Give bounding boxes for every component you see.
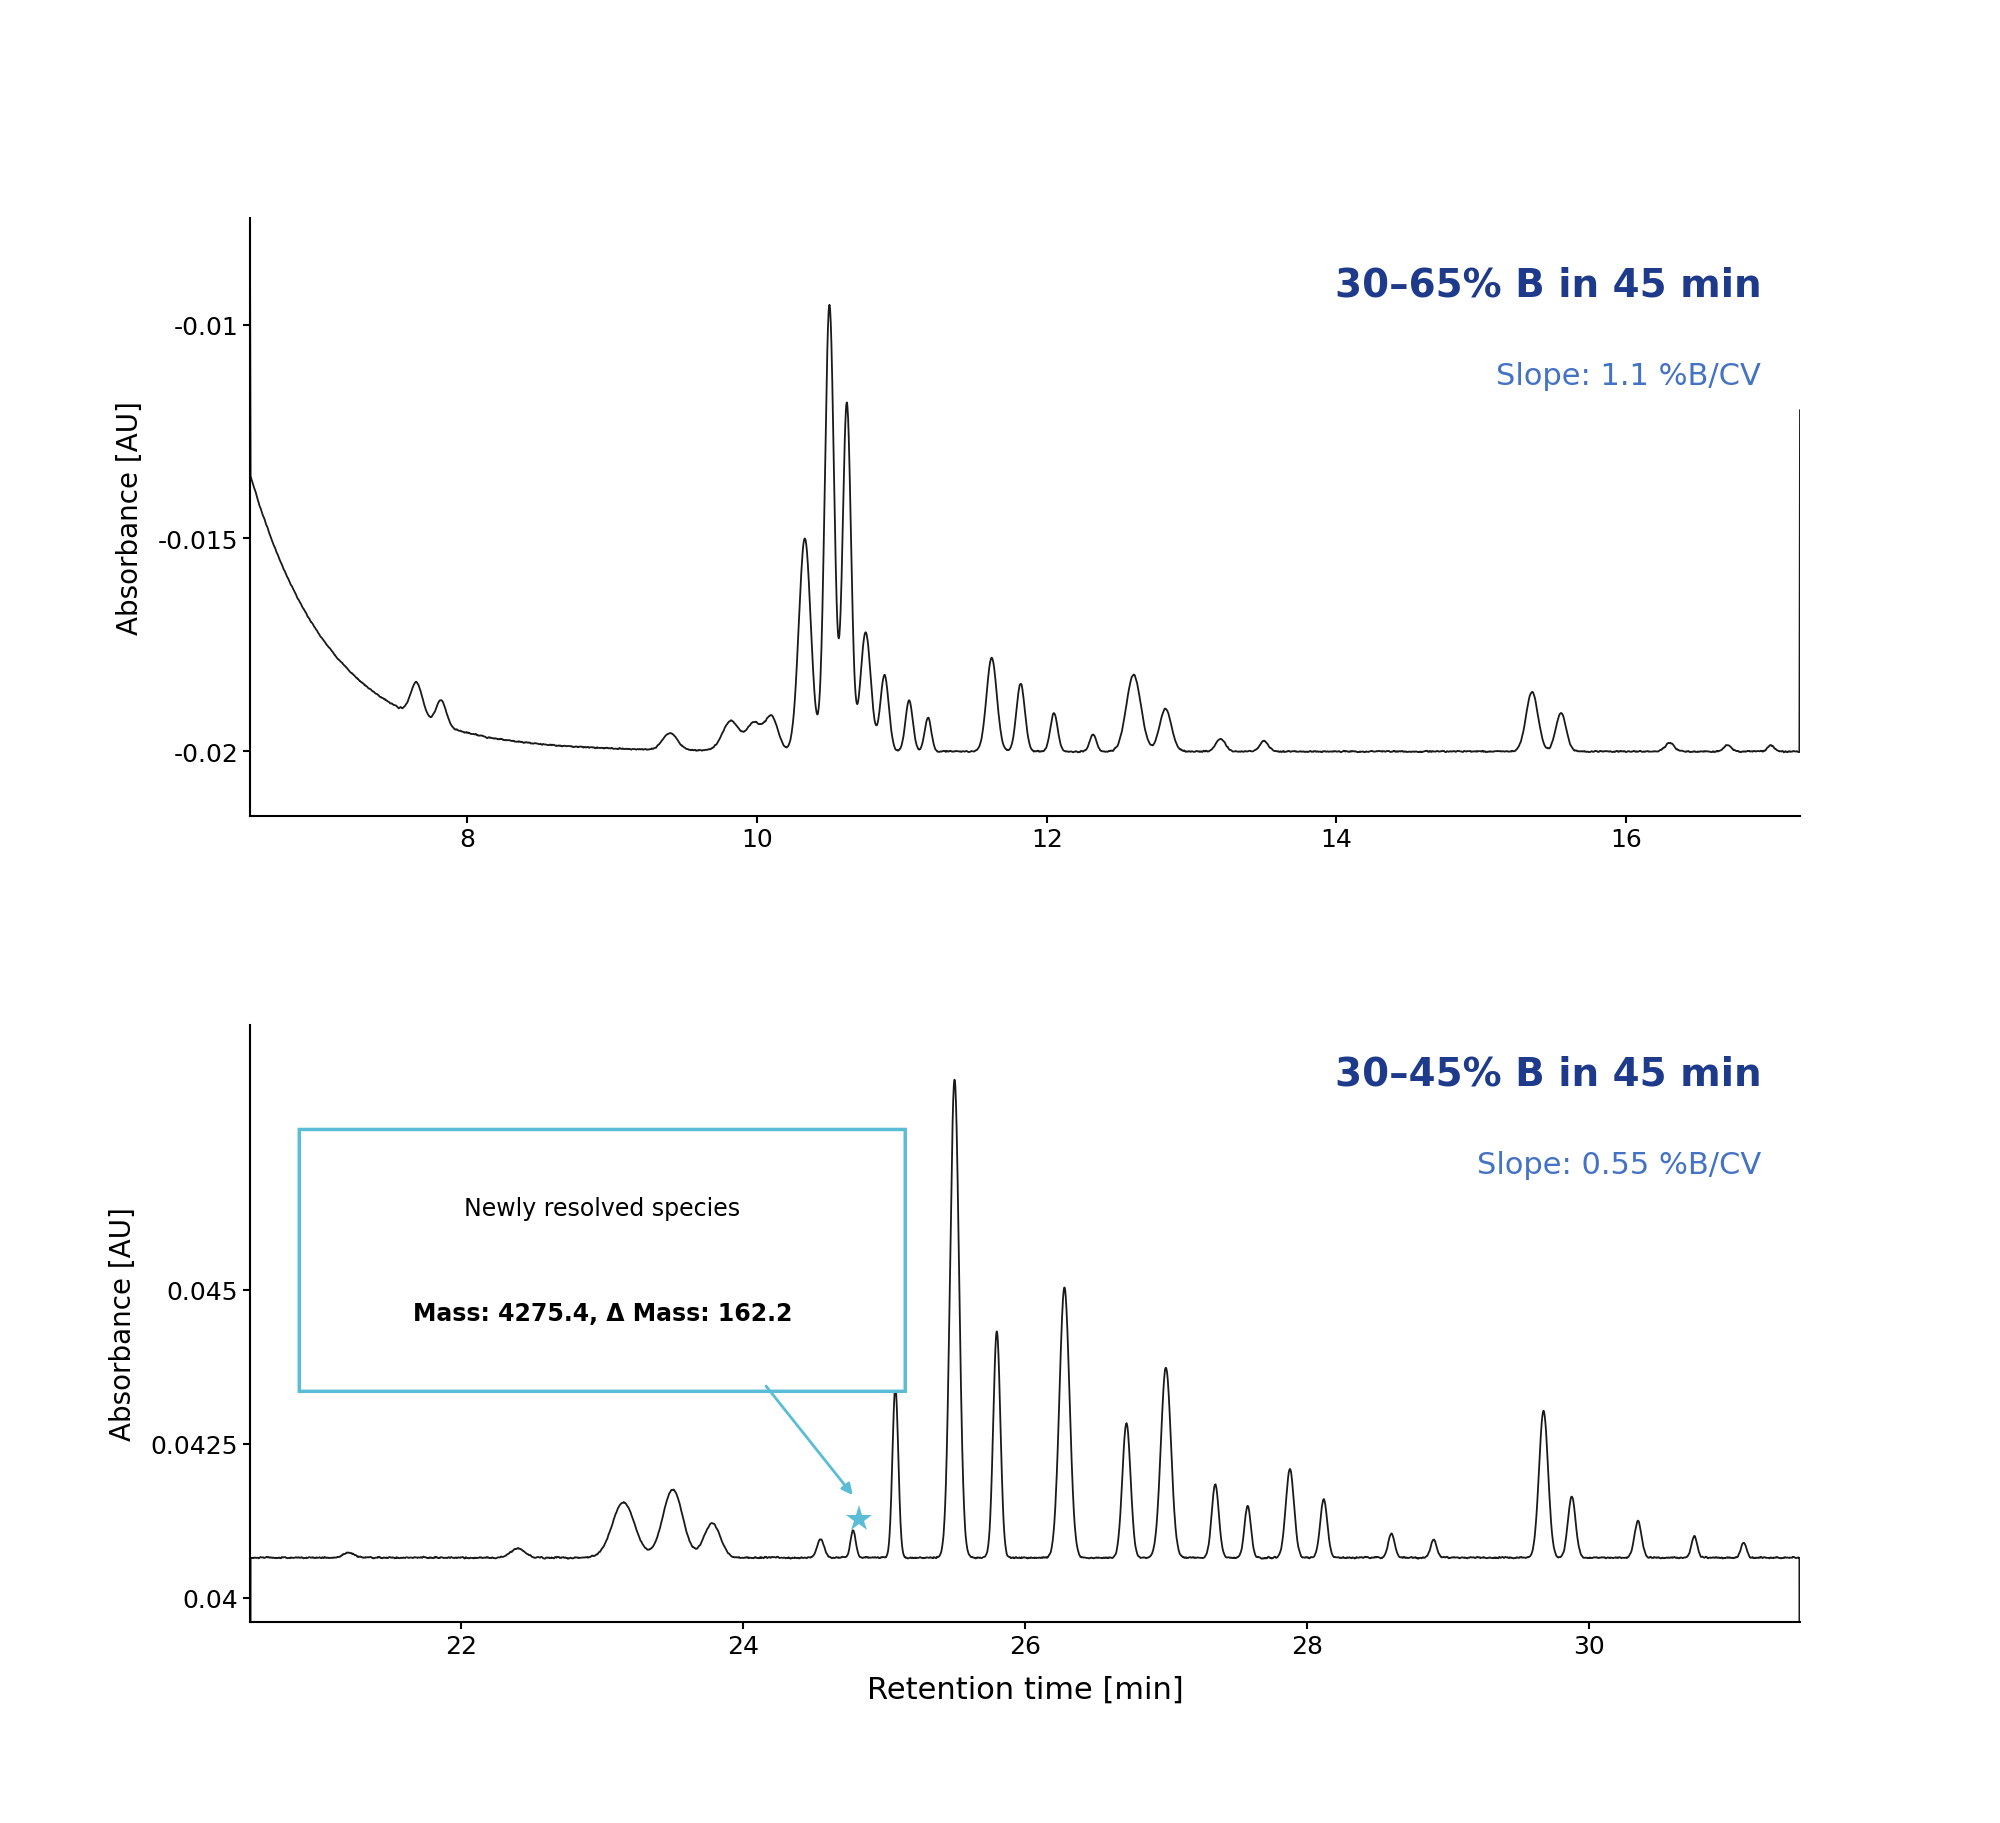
Y-axis label: Absorbance [AU]: Absorbance [AU] [116, 401, 144, 634]
Text: 30–45% B in 45 min: 30–45% B in 45 min [1334, 1056, 1762, 1094]
Text: 30–65% B in 45 min: 30–65% B in 45 min [1334, 266, 1762, 304]
Text: Slope: 0.55 %B/CV: Slope: 0.55 %B/CV [1476, 1150, 1762, 1179]
Text: Newly resolved species: Newly resolved species [464, 1196, 740, 1221]
FancyBboxPatch shape [300, 1130, 906, 1391]
Y-axis label: Absorbance [AU]: Absorbance [AU] [108, 1207, 136, 1440]
Text: Mass: 4275.4, Δ Mass: 162.2: Mass: 4275.4, Δ Mass: 162.2 [412, 1302, 792, 1325]
X-axis label: Retention time [min]: Retention time [min] [866, 1675, 1184, 1705]
Text: Slope: 1.1 %B/CV: Slope: 1.1 %B/CV [1496, 363, 1762, 392]
